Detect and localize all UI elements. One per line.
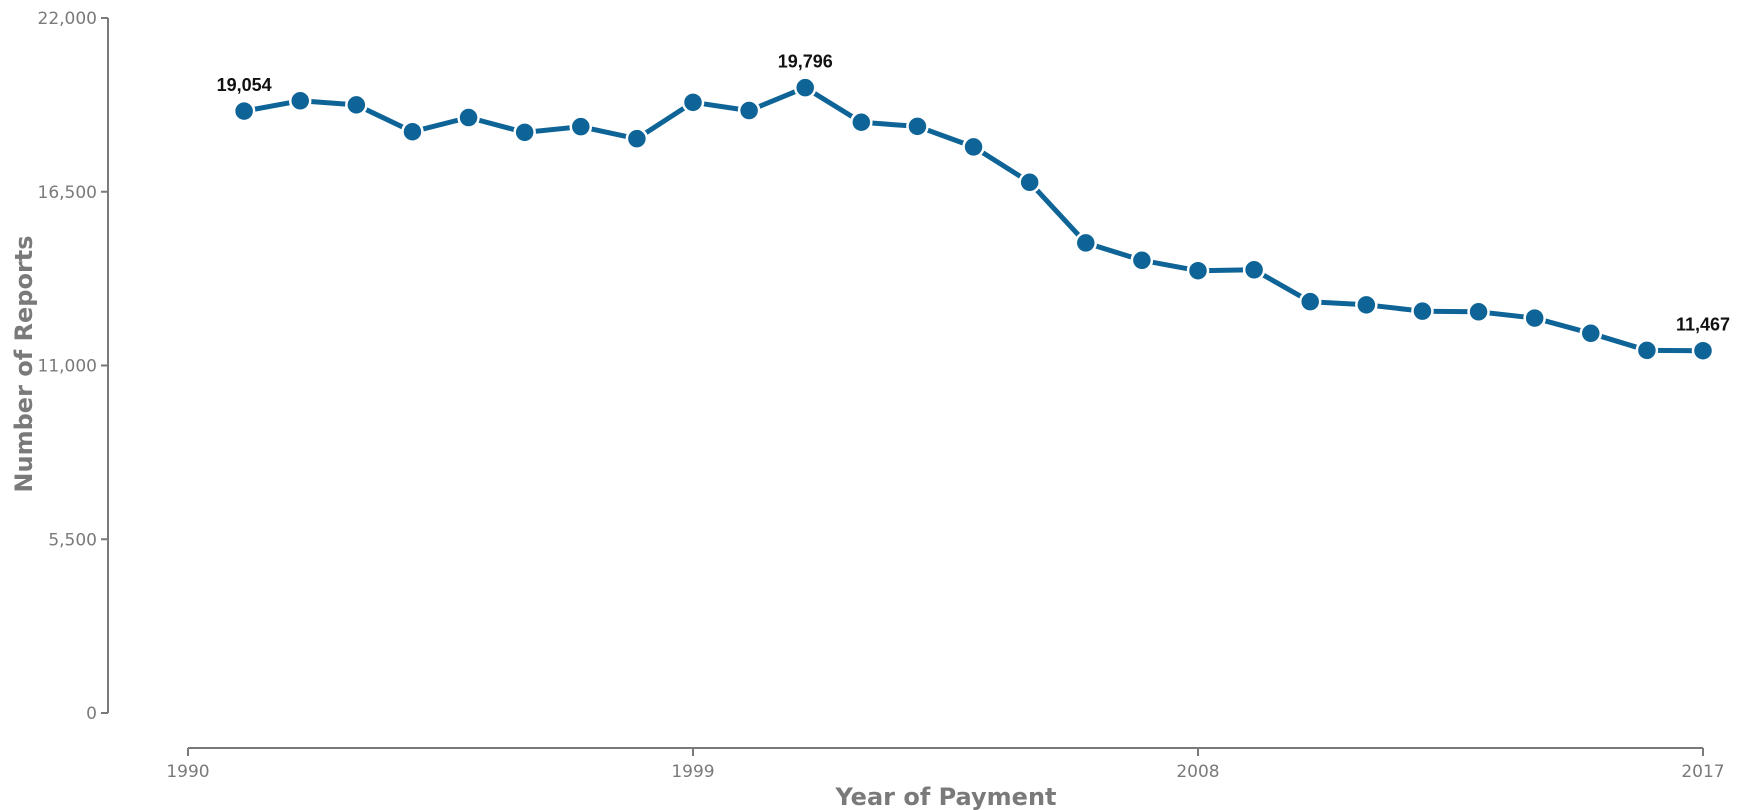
y-tick-label: 11,000 (38, 357, 97, 377)
data-point (232, 99, 256, 123)
data-point (1018, 171, 1041, 194)
data-point (906, 115, 929, 138)
data-point (1467, 300, 1490, 324)
data-point (345, 93, 368, 117)
y-axis: 0 5,500 11,000 16,500 22,000 (38, 9, 109, 724)
data-point (737, 99, 761, 122)
y-tick-label: 0 (86, 704, 97, 724)
y-ticks: 0 5,500 11,000 16,500 22,000 (38, 9, 108, 724)
x-tick-label: 2008 (1176, 762, 1219, 782)
data-point (962, 135, 985, 159)
data-point (793, 76, 817, 99)
x-tick-label: 2017 (1681, 762, 1724, 782)
data-label: 19,796 (778, 52, 833, 72)
x-tick-label: 1990 (166, 762, 209, 782)
y-axis-title: Number of Reports (10, 235, 38, 492)
x-axis: 1990 1999 2008 2017 (166, 747, 1725, 782)
data-label: 19,054 (217, 75, 272, 95)
y-tick-label: 22,000 (38, 9, 97, 29)
data-point (1242, 258, 1266, 282)
data-point (1130, 249, 1154, 272)
data-point (1298, 290, 1322, 313)
data-labels: 19,054 19,796 11,467 (217, 52, 1730, 335)
data-point (1186, 259, 1210, 282)
data-point (1411, 299, 1434, 323)
data-point (625, 127, 649, 150)
data-point (850, 111, 873, 134)
data-point (1355, 293, 1378, 317)
data-label: 11,467 (1676, 315, 1730, 335)
x-axis-title: Year of Payment (834, 783, 1056, 810)
data-point (401, 120, 424, 143)
y-tick-label: 16,500 (38, 183, 97, 203)
data-point (1523, 306, 1546, 330)
data-point (288, 89, 312, 113)
data-point (1691, 339, 1715, 362)
data-points (232, 76, 1715, 362)
data-point (1635, 339, 1659, 362)
data-point (513, 121, 536, 144)
data-point (1074, 231, 1098, 255)
x-ticks: 1990 1999 2008 2017 (166, 748, 1725, 782)
data-point (681, 91, 705, 114)
y-tick-label: 5,500 (48, 530, 97, 550)
data-point (1579, 322, 1603, 345)
x-tick-label: 1999 (671, 762, 714, 782)
data-point (457, 106, 480, 129)
data-point (569, 115, 593, 138)
